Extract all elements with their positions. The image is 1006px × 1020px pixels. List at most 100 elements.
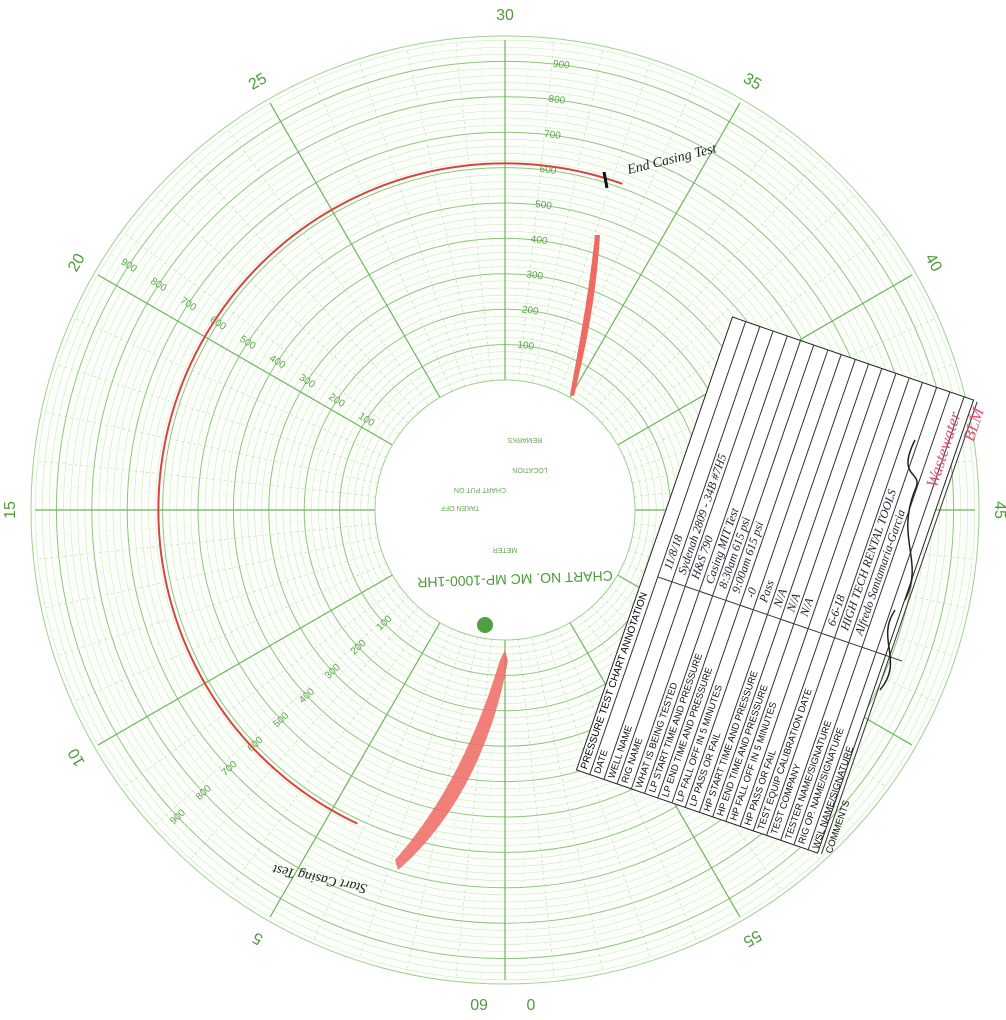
time-line <box>139 591 405 806</box>
time-line <box>511 40 530 381</box>
minute-label: 5 <box>250 928 266 947</box>
time-line <box>336 71 459 389</box>
minute-label: 40 <box>921 251 945 275</box>
pressure-trace <box>157 162 623 825</box>
time-line <box>601 195 855 424</box>
pressure-label: 900 <box>552 59 570 72</box>
time-line <box>124 233 401 434</box>
time-line <box>551 71 674 389</box>
time-line <box>359 633 466 957</box>
time-line <box>155 596 409 825</box>
time-line <box>35 516 376 535</box>
time-line <box>569 102 741 398</box>
time-line <box>228 614 429 891</box>
time-line <box>544 633 651 957</box>
time-line <box>563 91 719 395</box>
minute-label: 30 <box>496 7 514 24</box>
time-line <box>75 318 387 458</box>
time-line <box>86 568 390 724</box>
drop-trace <box>570 235 600 396</box>
time-line <box>511 639 530 980</box>
pressure-label: 100 <box>517 340 535 353</box>
minute-label: 15 <box>2 501 19 519</box>
time-line <box>544 63 651 387</box>
time-line <box>155 195 409 424</box>
time-line <box>313 80 453 392</box>
time-line <box>291 91 447 395</box>
time-line <box>336 631 459 949</box>
hub-caption: CHART PUT ON <box>454 486 506 493</box>
time-line <box>248 618 435 905</box>
rise-trace <box>395 650 508 870</box>
minute-label: 0 <box>526 995 535 1012</box>
time-line <box>538 635 627 964</box>
time-line <box>45 412 378 484</box>
time-line <box>209 610 424 876</box>
time-line <box>40 530 377 584</box>
time-line <box>383 635 472 964</box>
minute-label: 25 <box>246 70 270 94</box>
time-line <box>525 45 579 382</box>
time-line <box>139 214 405 429</box>
end-tick <box>602 171 609 189</box>
hub-caption: LOCATION <box>512 466 547 473</box>
time-line <box>551 631 674 949</box>
time-line <box>538 56 627 385</box>
minute-label: 60 <box>470 995 488 1012</box>
time-line <box>228 129 429 406</box>
time-line <box>431 45 485 382</box>
pressure-label: 200 <box>521 304 539 317</box>
time-line <box>37 523 376 560</box>
time-line <box>431 638 485 975</box>
time-line <box>51 543 380 632</box>
time-line <box>518 42 555 381</box>
hub-caption: TAKEN OFF <box>441 504 480 511</box>
time-line <box>455 639 492 978</box>
hub-caption: REMARKS <box>507 436 542 443</box>
time-line <box>531 637 603 970</box>
time-line <box>480 40 499 381</box>
time-line <box>248 115 435 402</box>
time-line <box>58 364 382 471</box>
time-line <box>596 177 838 419</box>
logo <box>477 617 493 633</box>
time-line <box>531 50 603 383</box>
time-line <box>407 50 479 383</box>
time-line <box>383 56 472 385</box>
minute-label: 45 <box>991 501 1006 519</box>
time-line <box>455 42 492 381</box>
time-line <box>269 102 441 398</box>
time-line <box>575 115 762 402</box>
time-line <box>172 601 414 843</box>
time-line <box>581 129 782 406</box>
time-line <box>313 628 453 940</box>
minute-label: 35 <box>740 70 764 94</box>
time-line <box>35 485 376 504</box>
time-line <box>172 177 414 419</box>
time-line <box>58 549 382 656</box>
time-line <box>359 63 466 387</box>
time-line <box>190 160 419 414</box>
time-line <box>66 341 384 464</box>
pressure-label: 400 <box>530 234 548 247</box>
pressure-label: 500 <box>534 199 552 212</box>
time-line <box>66 556 384 679</box>
time-line <box>110 253 397 440</box>
time-line <box>97 574 393 746</box>
pressure-label: 800 <box>548 94 566 107</box>
time-line <box>518 639 555 978</box>
time-line <box>269 622 441 918</box>
time-line <box>291 625 447 929</box>
time-line <box>97 274 393 446</box>
pressure-label: 700 <box>543 129 561 142</box>
time-line <box>525 638 579 975</box>
time-line <box>586 144 801 410</box>
minute-label: 55 <box>740 926 764 950</box>
chart-number: CHART NO. MC MP-1000-1HR <box>417 568 613 591</box>
time-line <box>209 144 424 410</box>
hub <box>374 379 636 641</box>
hub-caption: METER <box>493 546 518 553</box>
minute-label: 10 <box>65 745 89 769</box>
